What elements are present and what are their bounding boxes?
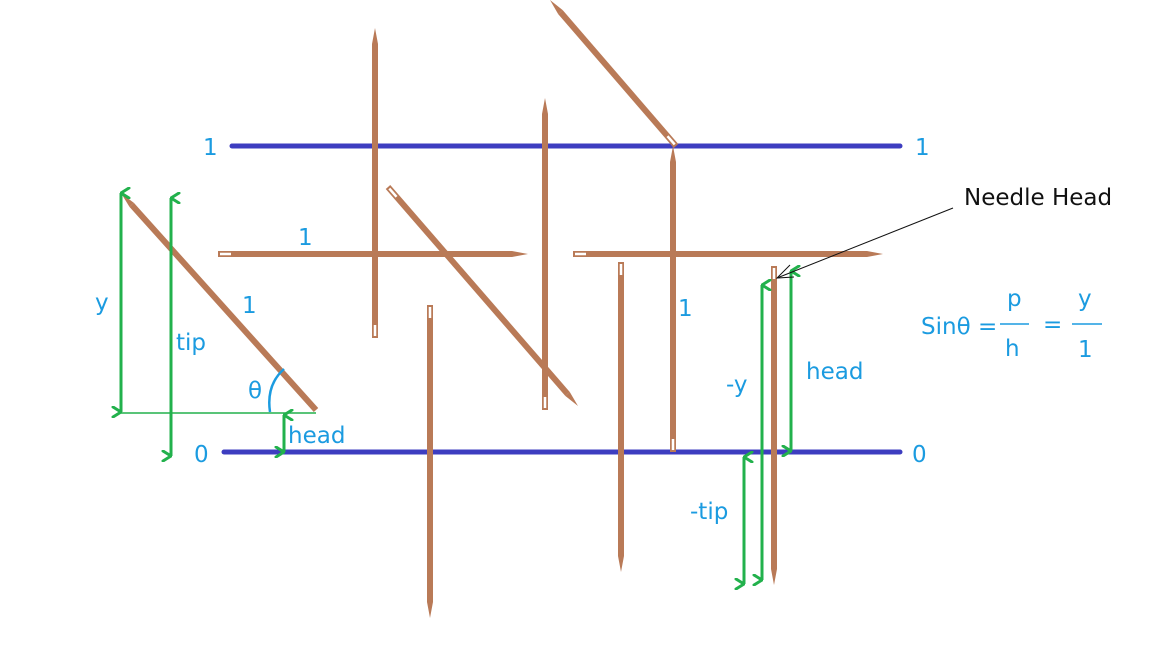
needle-head-pointer-arrowhead: [775, 264, 795, 279]
neg-tip-label: -tip: [690, 499, 728, 525]
line-top-left-label: 1: [203, 135, 218, 161]
needle-head-pointer: [776, 207, 954, 279]
needle-head-label: Needle Head: [964, 185, 1112, 211]
needles-group: [121, 0, 883, 618]
neg-y-label: -y: [726, 372, 748, 398]
needle-shaft: [385, 185, 570, 396]
needle-tip: [771, 569, 777, 585]
needle-eye: [666, 135, 676, 146]
needle-shaft: [129, 202, 319, 413]
head-label: head: [288, 423, 345, 449]
needle-tip: [542, 98, 548, 114]
theta-arc: [268, 368, 285, 413]
line-top-right-label: 1: [915, 135, 930, 161]
needle-slanted-length-label: 1: [242, 293, 257, 319]
needle-tip: [867, 251, 883, 257]
needle-tip: [565, 391, 578, 406]
needle-tip: [427, 602, 433, 618]
needle-shaft: [558, 10, 679, 148]
head-right-label: head: [806, 359, 863, 385]
needle-horizontal-length-label: 1: [298, 225, 313, 251]
needle-tip: [372, 28, 378, 44]
formula-numerator-p: p: [1007, 286, 1022, 312]
formula-denominator-h: h: [1005, 336, 1020, 362]
formula-lhs: Sinθ =: [921, 314, 997, 340]
needle-tip: [512, 251, 528, 257]
needle-tip: [618, 556, 624, 572]
tip-label: tip: [176, 330, 206, 356]
formula-denominator-one: 1: [1078, 337, 1093, 363]
formula-equals: =: [1043, 312, 1062, 338]
needle-tip: [670, 146, 676, 162]
needle-eye: [388, 187, 398, 198]
y-label: y: [95, 290, 109, 316]
theta-label: θ: [248, 378, 262, 404]
formula-numerator-y: y: [1078, 286, 1092, 312]
line-bottom-right-label: 0: [912, 442, 927, 468]
needle-vertical-length-label: 1: [678, 296, 693, 322]
line-bottom-left-label: 0: [194, 442, 209, 468]
needle-tip: [550, 0, 563, 15]
